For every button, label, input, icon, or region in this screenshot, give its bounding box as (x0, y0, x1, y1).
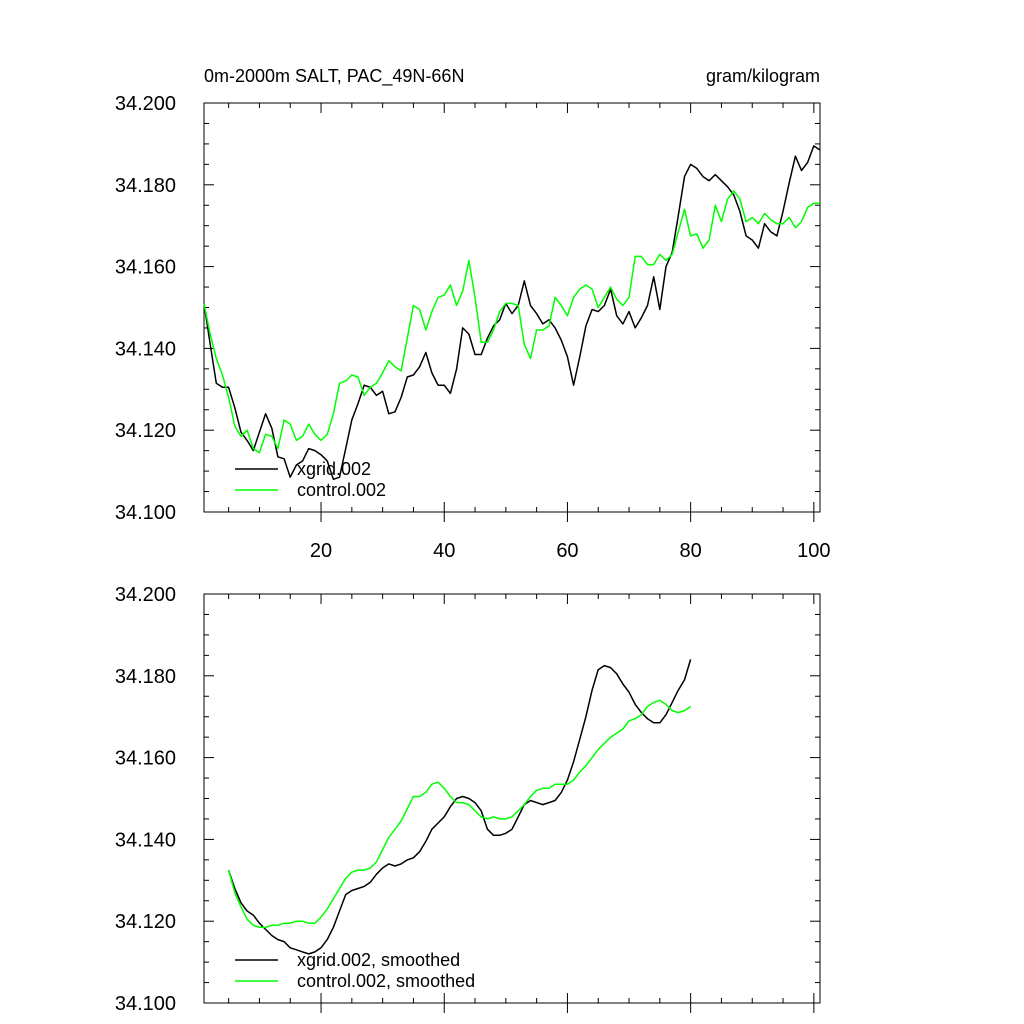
units-label: gram/kilogram (706, 66, 820, 86)
plot-frame (203, 593, 821, 1004)
series-line-xgrid (203, 145, 821, 481)
legend-label-control: control.002 (297, 480, 386, 500)
legend-label-control: control.002, smoothed (297, 971, 475, 991)
plot-frame (203, 102, 821, 513)
y-tick-label: 34.140 (115, 829, 176, 851)
y-tick-label: 34.100 (115, 502, 176, 524)
legend-label-xgrid: xgrid.002, smoothed (297, 950, 460, 970)
top-panel: 34.100 34.120 34.140 34.160 34.180 34.200 20 40… (115, 93, 831, 562)
x-tick-label: 60 (556, 540, 578, 562)
y-tick-label: 34.160 (115, 257, 176, 279)
y-tick-label: 34.160 (115, 748, 176, 770)
y-tick-label: 34.140 (115, 338, 176, 360)
y-tick-label: 34.200 (115, 93, 176, 115)
y-tick-label: 34.120 (115, 911, 176, 933)
y-tick-label: 34.100 (115, 993, 176, 1015)
series-line-control (227, 699, 692, 929)
series-line-xgrid (227, 659, 692, 955)
legend-label-xgrid: xgrid.002 (297, 459, 371, 479)
y-tick-label: 34.200 (115, 584, 176, 606)
x-tick-label: 80 (680, 540, 702, 562)
series-line-control (203, 190, 820, 454)
x-tick-label: 100 (797, 540, 830, 562)
y-tick-label: 34.180 (115, 175, 176, 197)
y-tick-label: 34.180 (115, 666, 176, 688)
bottom-panel: 34.100 34.120 34.140 34.160 34.180 34.200 xgri… (115, 584, 821, 1015)
y-tick-label: 34.120 (115, 420, 176, 442)
chart-title: 0m-2000m SALT, PAC_49N-66N (204, 66, 464, 87)
x-tick-label: 20 (310, 540, 332, 562)
x-tick-label: 40 (433, 540, 455, 562)
